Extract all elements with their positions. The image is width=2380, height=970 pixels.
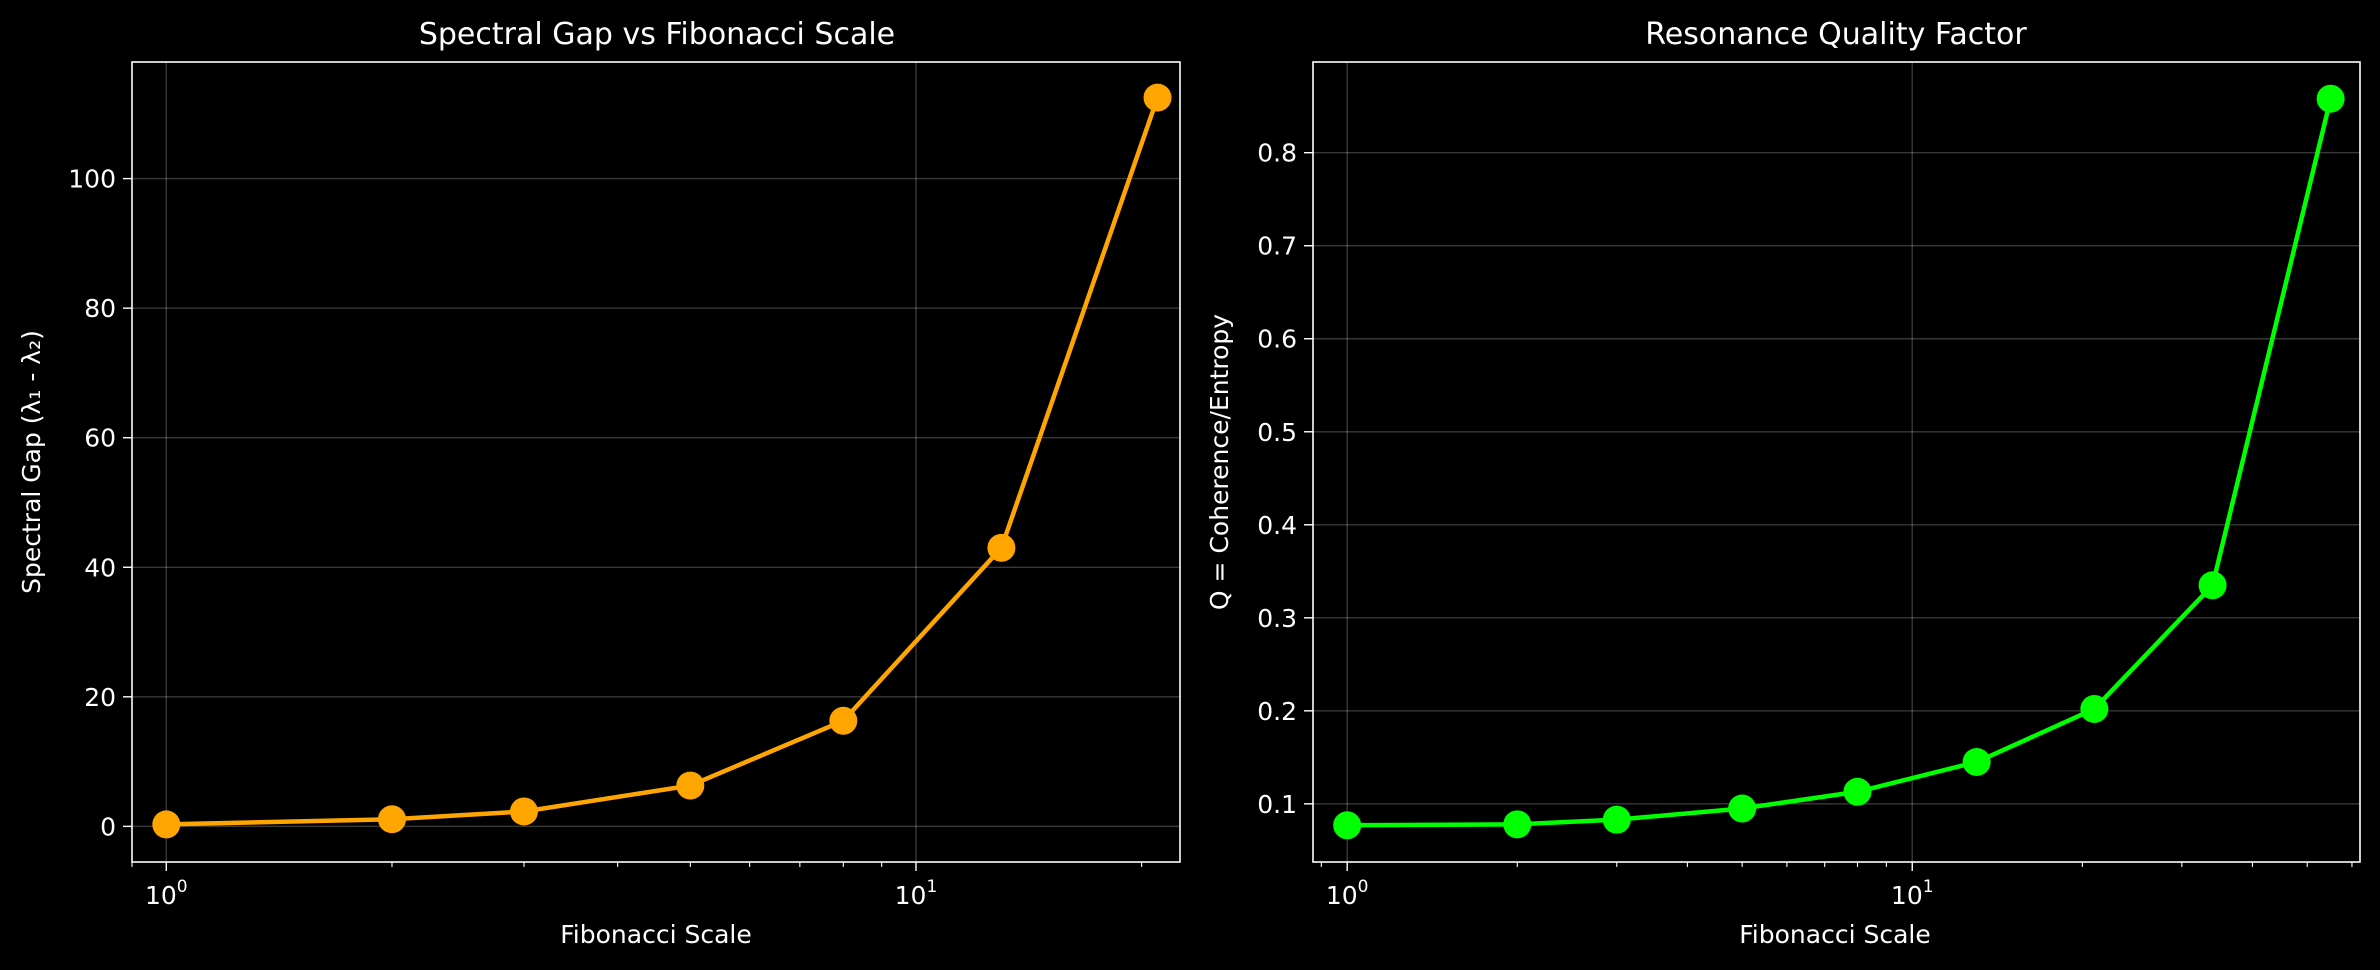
y-axis-label: Spectral Gap (λ₁ - λ₂)	[17, 330, 46, 594]
x-tick-label-exponent: 0	[177, 877, 188, 897]
y-tick-label: 60	[84, 424, 116, 453]
data-point	[1603, 806, 1631, 834]
x-tick-label-exponent: 1	[926, 877, 937, 897]
x-axis-label: Fibonacci Scale	[560, 920, 751, 949]
y-tick-label: 0.2	[1257, 697, 1297, 726]
y-axis-label: Q = Coherence/Entropy	[1205, 314, 1234, 610]
x-tick-label-base: 10	[1891, 881, 1923, 910]
chart-title: Spectral Gap vs Fibonacci Scale	[419, 17, 895, 52]
data-point	[987, 534, 1015, 562]
y-tick-label: 0.6	[1257, 325, 1297, 354]
data-point	[1503, 810, 1531, 838]
y-tick-label: 40	[84, 553, 116, 582]
y-tick-label: 100	[68, 165, 116, 194]
y-tick-label: 80	[84, 294, 116, 323]
data-point	[1144, 84, 1172, 112]
x-tick-label-exponent: 1	[1923, 877, 1934, 897]
data-point	[152, 810, 180, 838]
chart-title: Resonance Quality Factor	[1645, 17, 2027, 52]
y-tick-label: 0.1	[1257, 790, 1297, 819]
data-point	[1333, 811, 1361, 839]
y-tick-label: 0.5	[1257, 418, 1297, 447]
y-tick-label: 20	[84, 683, 116, 712]
data-point	[378, 805, 406, 833]
y-tick-label: 0.7	[1257, 232, 1297, 261]
y-tick-label: 0	[100, 812, 116, 841]
data-point	[829, 707, 857, 735]
data-point	[676, 772, 704, 800]
x-tick-label-base: 10	[895, 881, 927, 910]
data-point	[1728, 795, 1756, 823]
x-tick-label-base: 10	[1326, 881, 1358, 910]
data-point	[2317, 85, 2345, 113]
data-point	[1843, 778, 1871, 806]
data-point	[2199, 571, 2227, 599]
y-tick-label: 0.3	[1257, 604, 1297, 633]
data-point	[510, 797, 538, 825]
data-point	[2080, 695, 2108, 723]
data-point	[1963, 748, 1991, 776]
x-tick-label-exponent: 0	[1358, 877, 1369, 897]
x-axis-label: Fibonacci Scale	[1739, 920, 1930, 949]
y-tick-label: 0.4	[1257, 511, 1297, 540]
y-tick-label: 0.8	[1257, 139, 1297, 168]
x-tick-label-base: 10	[145, 881, 177, 910]
